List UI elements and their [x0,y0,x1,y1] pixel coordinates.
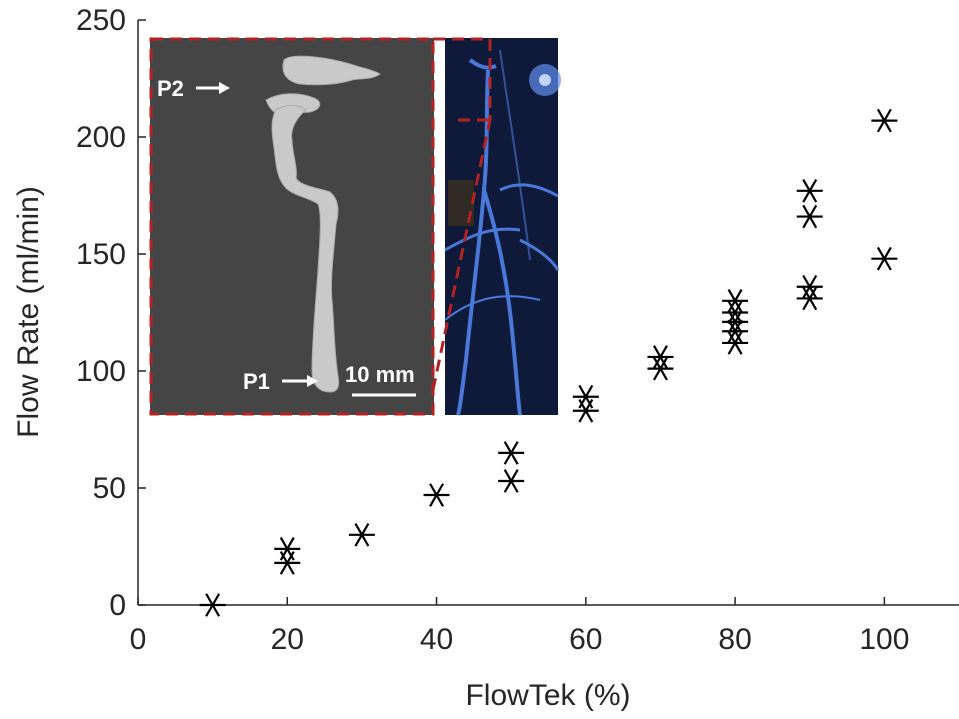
scale-bar-label: 10 mm [345,362,415,387]
axes [137,20,959,606]
data-points [199,108,898,617]
data-point [871,108,898,133]
x-tick-label: 0 [130,623,147,656]
y-ticks: 0 50 100 150 200 250 [76,4,146,622]
data-point [498,441,525,465]
data-point [572,384,599,409]
inset-dashed-border [149,37,435,416]
x-tick-label: 40 [420,623,453,656]
data-point [722,331,749,355]
inset-connector-bottom [431,119,492,391]
y-tick-label: 100 [76,355,126,388]
data-point [722,319,749,344]
x-tick-label: 20 [271,623,304,656]
photo-tubing [444,49,560,416]
x-tick-label: 60 [569,623,602,656]
data-point [647,345,674,369]
data-point [796,274,823,299]
y-tick-label: 200 [76,121,126,154]
photo-background [445,38,558,415]
y-tick-label: 0 [109,589,126,622]
data-point [647,356,674,381]
data-point [722,288,749,313]
data-point [572,398,599,423]
data-point [274,537,301,561]
data-point [796,286,823,311]
data-point [722,310,749,334]
data-point [274,551,301,575]
x-tick-label: 80 [718,623,751,656]
data-point [348,522,375,547]
y-axis-label: Flow Rate (ml/min) [12,186,45,438]
data-point [199,593,226,617]
y-tick-label: 250 [76,4,126,37]
annotation-p1: P1 [243,369,270,394]
data-point [722,300,749,325]
x-axis-label: FlowTek (%) [465,679,630,712]
data-point [871,246,898,271]
vessel-3d-model [265,55,381,393]
inset-phantom-photo [431,37,561,416]
x-tick-label: 100 [859,623,909,656]
p2-arrow-icon [196,82,230,94]
data-point [796,204,823,229]
inset-vessel-render: P2 P1 10 mm [149,37,435,416]
y-tick-label: 150 [76,238,126,271]
y-tick-label: 50 [93,472,126,505]
data-point [796,179,823,203]
data-point [498,469,525,493]
annotation-p2: P2 [157,76,184,101]
data-point [423,483,450,507]
p1-arrow-icon [282,375,318,387]
x-ticks: 0 20 40 60 80 100 [130,597,909,656]
